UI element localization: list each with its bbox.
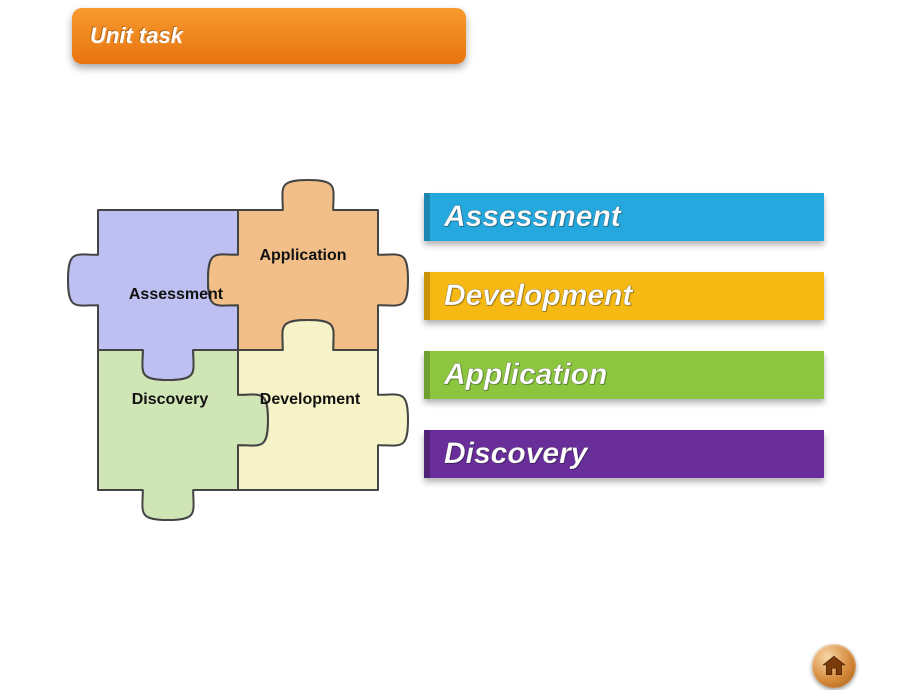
puzzle-diagram: Assessment Application Discovery Developmen…: [48, 160, 428, 560]
unit-task-label: Unit task: [90, 23, 183, 49]
bar-label-discovery: Discovery: [444, 437, 587, 471]
bar-label-application: Application: [444, 358, 607, 392]
puzzle-label-discovery: Discovery: [132, 391, 209, 408]
bar-label-assessment: Assessment: [444, 200, 621, 234]
home-button[interactable]: [812, 644, 856, 688]
puzzle-label-development: Development: [260, 391, 361, 408]
unit-task-header: Unit task: [72, 8, 466, 64]
bar-discovery[interactable]: Discovery: [424, 430, 824, 478]
puzzle-label-application: Application: [259, 247, 346, 264]
bar-development[interactable]: Development: [424, 272, 824, 320]
puzzle-label-assessment: Assessment: [129, 286, 224, 303]
home-icon: [821, 653, 847, 679]
bar-label-development: Development: [444, 279, 632, 313]
puzzle-svg: Assessment Application Discovery Developmen…: [48, 160, 428, 560]
bar-application[interactable]: Application: [424, 351, 824, 399]
bar-assessment[interactable]: Assessment: [424, 193, 824, 241]
